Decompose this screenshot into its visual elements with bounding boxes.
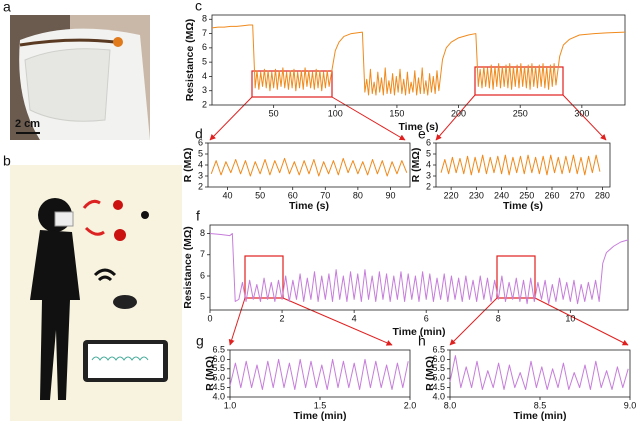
panel-label: e — [418, 126, 426, 142]
x-tick-label: 100 — [328, 108, 343, 118]
data-line — [449, 355, 629, 390]
y-tick-label: 3 — [202, 85, 207, 95]
data-line — [210, 157, 408, 177]
x-tick-label: 270 — [570, 190, 585, 200]
y-tick-label: 3 — [426, 170, 431, 180]
x-tick-label: 250 — [513, 108, 528, 118]
x-tick-label: 2.0 — [404, 400, 417, 410]
x-tick-label: 1.0 — [224, 400, 237, 410]
x-axis-label: Time (s) — [398, 121, 438, 133]
x-tick-label: 1.5 — [314, 400, 327, 410]
photo — [10, 15, 150, 141]
x-axis-label: Time (s) — [289, 200, 329, 212]
x-tick-label: 280 — [595, 190, 610, 200]
y-tick-label: 5.5 — [212, 363, 225, 373]
x-tick-label: 50 — [269, 108, 279, 118]
y-axis-label: R (MΩ) — [410, 148, 422, 183]
plot-frame — [207, 142, 411, 188]
y-tick-label: 4 — [202, 71, 207, 81]
x-tick-label: 90 — [385, 190, 395, 200]
y-tick-label: 5 — [202, 57, 207, 67]
y-axis-label: R (MΩ) — [204, 356, 216, 391]
x-tick-label: 0 — [207, 313, 212, 323]
x-tick-label: 50 — [255, 190, 265, 200]
data-line — [229, 358, 409, 390]
y-tick-label: 6 — [202, 42, 207, 52]
y-tick-label: 2 — [426, 181, 431, 191]
y-axis-label: R (MΩ) — [182, 148, 194, 183]
panel-label: h — [418, 333, 426, 349]
x-tick-label: 6 — [424, 313, 429, 323]
x-tick-label: 40 — [223, 190, 233, 200]
y-axis-label: Resistance (MΩ) — [182, 226, 194, 309]
x-tick-label: 10 — [565, 313, 575, 323]
x-tick-label: 8 — [496, 313, 501, 323]
y-tick-label: 7 — [202, 28, 207, 38]
y-tick-label: 5.0 — [432, 373, 445, 383]
x-tick-label: 8.0 — [444, 400, 457, 410]
y-tick-label: 4.0 — [212, 391, 225, 401]
y-tick-label: 5 — [200, 292, 205, 302]
y-tick-label: 4 — [198, 159, 203, 169]
panel-label: d — [195, 126, 203, 142]
y-tick-label: 4.5 — [212, 382, 225, 392]
plot-frame — [209, 224, 629, 311]
y-tick-label: 6.5 — [432, 344, 445, 354]
x-axis-label: Time (min) — [514, 410, 567, 422]
y-tick-label: 5 — [198, 148, 203, 158]
y-tick-label: 5 — [426, 148, 431, 158]
data-line — [440, 154, 601, 176]
y-axis-label: Resistance (MΩ) — [184, 19, 196, 102]
x-axis-label: Time (min) — [393, 326, 446, 338]
y-axis-label: R (MΩ) — [424, 356, 436, 391]
x-tick-label: 150 — [389, 108, 404, 118]
panel-label: g — [196, 333, 204, 349]
x-tick-label: 8.5 — [534, 400, 547, 410]
plot-frame — [211, 14, 626, 106]
y-tick-label: 7 — [200, 249, 205, 259]
y-tick-label: 8 — [200, 228, 205, 238]
panel-label: b — [3, 153, 11, 169]
plot-frame — [435, 142, 611, 188]
data-line — [211, 24, 626, 96]
y-tick-label: 6 — [200, 270, 205, 280]
y-tick-label: 6.0 — [212, 354, 225, 364]
y-tick-label: 6 — [426, 137, 431, 147]
y-tick-label: 6.5 — [212, 344, 225, 354]
x-tick-label: 80 — [353, 190, 363, 200]
panel-label: f — [196, 208, 200, 224]
data-line — [209, 233, 629, 305]
y-tick-label: 4.5 — [432, 382, 445, 392]
y-tick-label: 5.5 — [432, 363, 445, 373]
y-tick-label: 4.0 — [432, 391, 445, 401]
y-tick-label: 2 — [198, 181, 203, 191]
y-tick-label: 8 — [202, 14, 207, 24]
panel-label: a — [3, 0, 11, 15]
zoom-highlights — [209, 66, 629, 346]
x-tick-label: 220 — [444, 190, 459, 200]
x-tick-label: 9.0 — [624, 400, 637, 410]
y-tick-label: 4 — [426, 159, 431, 169]
x-axis-label: Time (s) — [503, 200, 543, 212]
x-tick-label: 2 — [280, 313, 285, 323]
x-tick-label: 230 — [469, 190, 484, 200]
x-tick-label: 60 — [288, 190, 298, 200]
x-tick-label: 4 — [352, 313, 357, 323]
y-tick-label: 2 — [202, 99, 207, 109]
illustration — [10, 165, 182, 421]
y-tick-label: 3 — [198, 170, 203, 180]
x-tick-label: 240 — [494, 190, 509, 200]
x-tick-label: 260 — [544, 190, 559, 200]
panel-label: c — [195, 0, 202, 14]
x-tick-label: 70 — [320, 190, 330, 200]
x-axis-label: Time (min) — [294, 410, 347, 422]
y-tick-label: 6.0 — [432, 354, 445, 364]
y-tick-label: 5.0 — [212, 373, 225, 383]
x-tick-label: 300 — [574, 108, 589, 118]
scale-bar-label: 2 cm — [15, 118, 40, 130]
x-tick-label: 200 — [451, 108, 466, 118]
x-tick-label: 250 — [519, 190, 534, 200]
y-tick-label: 6 — [198, 137, 203, 147]
